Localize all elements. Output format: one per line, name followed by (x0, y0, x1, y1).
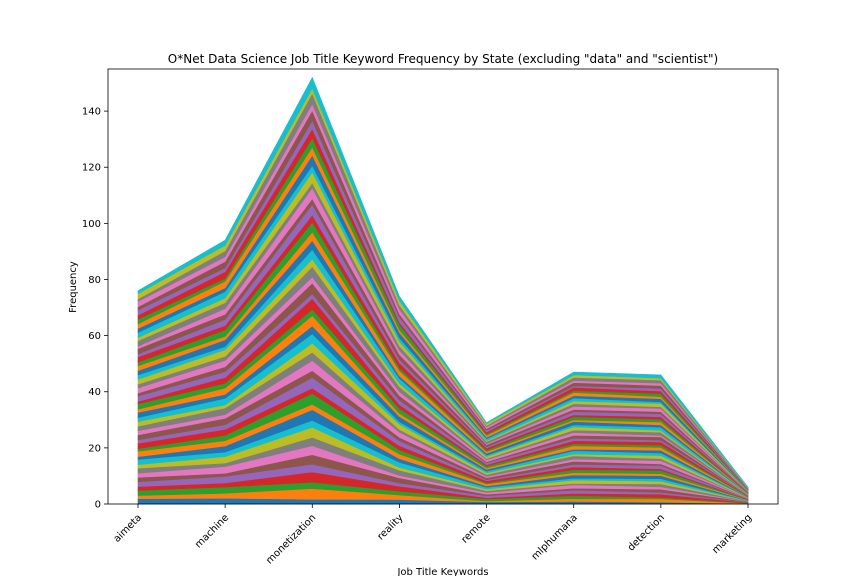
y-tick-label: 100 (82, 219, 101, 230)
area-series-50 (137, 76, 749, 489)
y-tick-label: 0 (95, 500, 101, 511)
y-tick-label: 80 (88, 275, 101, 286)
y-tick-label: 20 (88, 443, 101, 454)
x-tick-label-remote: remote (459, 512, 492, 545)
x-tick-label-machine: machine (193, 512, 231, 550)
y-tick-label: 120 (82, 163, 101, 174)
plot-frame (107, 68, 779, 505)
x-axis-label: Job Title Keywords (396, 567, 488, 576)
stacked-areas (137, 76, 749, 505)
chart-title: O*Net Data Science Job Title Keyword Fre… (168, 52, 718, 66)
x-axis-ticks: aimeta machine monetization reality remote ml… (112, 504, 754, 567)
y-tick-label: 140 (82, 107, 101, 118)
y-axis-ticks: 0 20 40 60 80 100 120 140 (82, 107, 108, 511)
x-tick-label-marketing: marketing (710, 512, 754, 556)
y-axis-label: Frequency (68, 261, 79, 313)
x-tick-label-reality: reality (375, 512, 405, 542)
y-tick-label: 40 (88, 387, 101, 398)
x-tick-label-aimeta: aimeta (112, 512, 144, 544)
x-tick-label-detection: detection (626, 512, 667, 553)
x-tick-label-monetization: monetization (264, 512, 318, 566)
x-tick-label-mlphumana: mlphumana (530, 512, 580, 562)
y-tick-label: 60 (88, 331, 101, 342)
